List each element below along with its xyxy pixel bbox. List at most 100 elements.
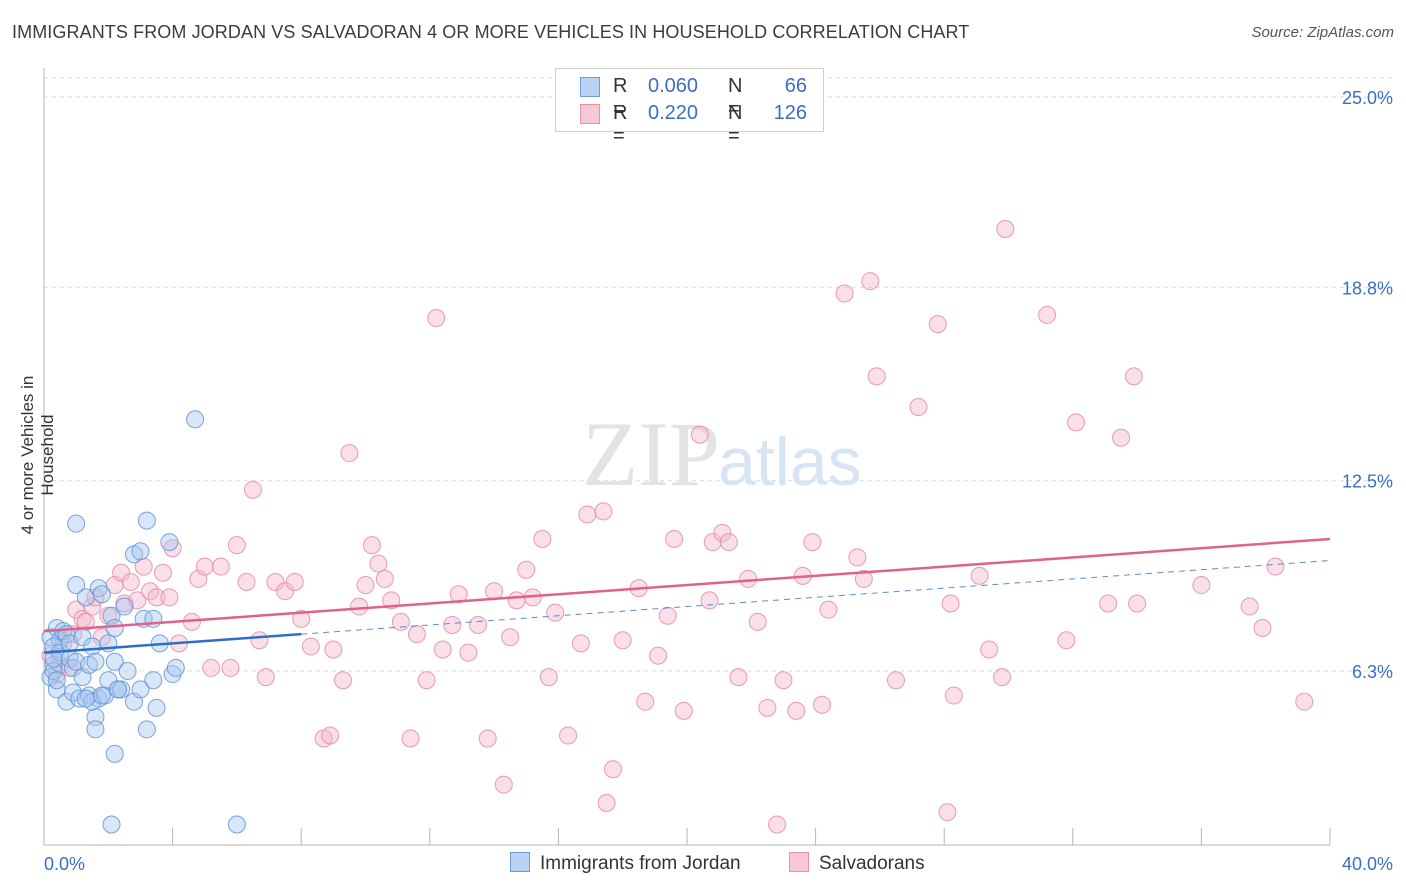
data-point bbox=[86, 720, 105, 739]
tick-labels: 6.3% 12.5% 18.8% 25.0% 0.0% 40.0% bbox=[44, 88, 1393, 874]
data-point bbox=[758, 698, 777, 717]
data-point bbox=[469, 615, 488, 634]
data-point bbox=[108, 680, 127, 699]
data-point bbox=[748, 612, 767, 631]
data-point bbox=[819, 600, 838, 619]
data-point bbox=[243, 480, 262, 499]
data-point bbox=[494, 775, 513, 794]
data-point bbox=[67, 576, 86, 595]
data-point bbox=[729, 668, 748, 687]
data-point bbox=[147, 588, 166, 607]
data-point bbox=[134, 557, 153, 576]
data-point bbox=[813, 695, 832, 714]
data-point bbox=[76, 612, 95, 631]
data-point bbox=[144, 671, 163, 690]
data-point bbox=[713, 523, 732, 542]
data-point bbox=[160, 588, 179, 607]
data-point bbox=[324, 640, 343, 659]
data-point bbox=[76, 689, 95, 708]
series-jordan-points bbox=[41, 410, 246, 834]
data-point bbox=[86, 652, 105, 671]
legend-r-label: R = bbox=[613, 102, 628, 147]
data-point bbox=[391, 612, 410, 631]
data-point bbox=[533, 530, 552, 549]
data-point bbox=[658, 606, 677, 625]
data-point bbox=[1266, 557, 1285, 576]
data-point bbox=[996, 219, 1015, 238]
data-point bbox=[250, 631, 269, 650]
data-point bbox=[517, 560, 536, 579]
data-point bbox=[99, 671, 118, 690]
data-point bbox=[594, 502, 613, 521]
data-point bbox=[485, 582, 504, 601]
y-tick-label: 25.0% bbox=[1342, 88, 1393, 108]
legend-swatch-salvadorans bbox=[580, 104, 600, 124]
data-point bbox=[835, 284, 854, 303]
data-point bbox=[121, 572, 140, 591]
data-point bbox=[115, 597, 134, 616]
bottom-legend-salvadorans: Salvadorans bbox=[789, 852, 925, 875]
legend-swatch-jordan bbox=[580, 77, 600, 97]
data-point bbox=[665, 530, 684, 549]
legend-r-value: 0.060 bbox=[648, 75, 699, 97]
data-point bbox=[993, 668, 1012, 687]
data-point bbox=[613, 631, 632, 650]
data-point bbox=[166, 658, 185, 677]
trend-line-jordan bbox=[43, 632, 302, 654]
data-point bbox=[375, 569, 394, 588]
data-point bbox=[787, 701, 806, 720]
data-point bbox=[854, 569, 873, 588]
data-point bbox=[1240, 597, 1259, 616]
data-point bbox=[105, 652, 124, 671]
data-point bbox=[160, 533, 179, 552]
legend-r-label: R = bbox=[613, 75, 628, 120]
data-point bbox=[227, 536, 246, 555]
data-point bbox=[886, 671, 905, 690]
x-tick-label: 40.0% bbox=[1342, 854, 1393, 874]
data-point bbox=[47, 671, 66, 690]
data-point bbox=[690, 425, 709, 444]
y-tick-label: 18.8% bbox=[1342, 278, 1393, 298]
data-point bbox=[1124, 367, 1143, 386]
y-tick-label: 12.5% bbox=[1342, 472, 1393, 492]
data-point bbox=[546, 603, 565, 622]
data-point bbox=[944, 686, 963, 705]
data-point bbox=[970, 566, 989, 585]
data-point bbox=[292, 609, 311, 628]
data-point bbox=[102, 815, 121, 834]
data-point bbox=[112, 563, 131, 582]
stats-legend: R = 0.060 N = 66 R = 0.220 N = 126 bbox=[555, 68, 824, 147]
data-point bbox=[266, 572, 285, 591]
data-point bbox=[186, 410, 205, 429]
data-point bbox=[928, 315, 947, 334]
data-point bbox=[356, 576, 375, 595]
data-point bbox=[1128, 594, 1147, 613]
data-point bbox=[227, 815, 246, 834]
legend-n-label: N = bbox=[728, 75, 743, 120]
data-point bbox=[649, 646, 668, 665]
data-point bbox=[604, 760, 623, 779]
data-point bbox=[92, 585, 111, 604]
data-point bbox=[285, 572, 304, 591]
legend-n-value: 66 bbox=[784, 75, 807, 97]
data-point bbox=[938, 803, 957, 822]
data-point bbox=[559, 726, 578, 745]
data-point bbox=[449, 585, 468, 604]
data-point bbox=[739, 569, 758, 588]
data-point bbox=[1099, 594, 1118, 613]
data-point bbox=[137, 511, 156, 530]
data-point bbox=[118, 662, 137, 680]
data-point bbox=[539, 668, 558, 687]
data-point bbox=[417, 671, 436, 690]
legend-r-value: 0.220 bbox=[648, 102, 699, 124]
data-point bbox=[401, 729, 420, 748]
axes bbox=[43, 68, 1331, 846]
data-point bbox=[369, 554, 388, 573]
data-point bbox=[153, 563, 172, 582]
trend-line-salvadorans bbox=[43, 537, 1331, 633]
data-point bbox=[321, 726, 340, 745]
data-point bbox=[1067, 413, 1086, 432]
data-point bbox=[333, 671, 352, 690]
data-point bbox=[636, 692, 655, 711]
